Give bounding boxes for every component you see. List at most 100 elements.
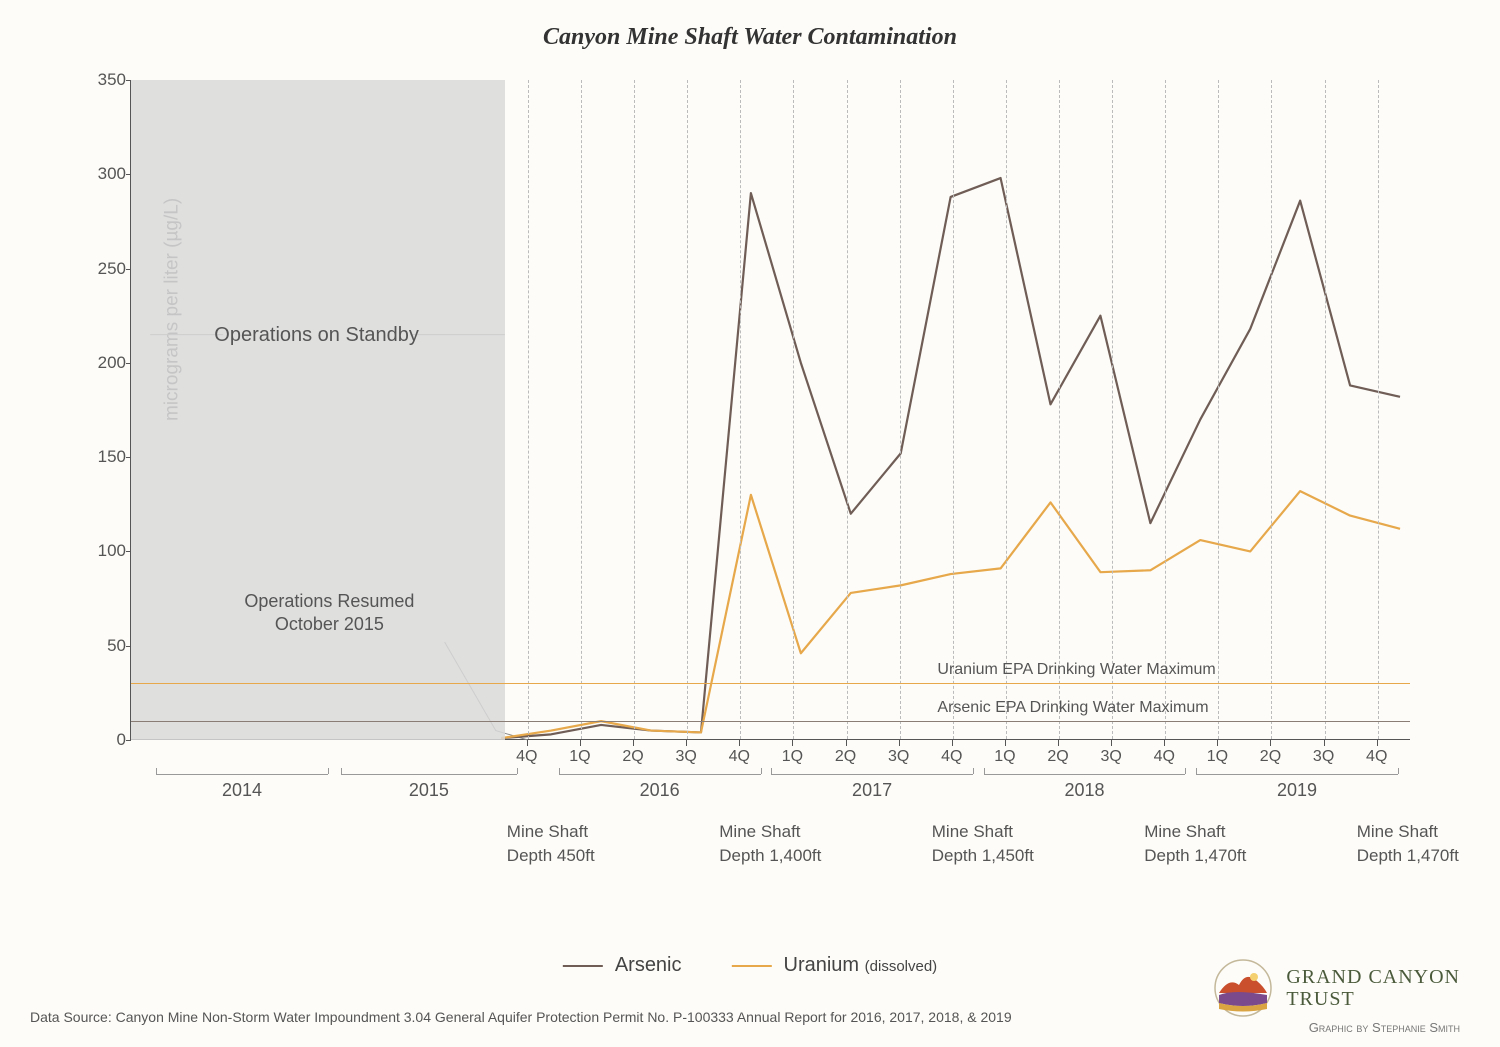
depth-label: Mine ShaftDepth 1,400ft [719,820,821,868]
depth-label: Mine ShaftDepth 1,450ft [932,820,1034,868]
year-bracket-end [517,768,518,774]
x-year-label: 2019 [1277,780,1317,801]
year-bracket [1196,774,1398,775]
plot-area: micrograms per liter (µg/L) 050100150200… [130,80,1410,740]
x-tick-mark [580,740,581,746]
year-bracket [559,774,761,775]
gridline-vertical [581,80,582,739]
depth-label: Mine ShaftDepth 1,470ft [1357,820,1459,868]
gridline-vertical [953,80,954,739]
x-quarter-label: 2Q [835,748,856,766]
gridline-vertical [793,80,794,739]
x-quarter-label: 1Q [994,748,1015,766]
gridline-vertical [1112,80,1113,739]
year-bracket [984,774,1186,775]
year-bracket [341,774,516,775]
year-bracket-end [559,768,560,774]
x-tick-mark [899,740,900,746]
x-year-label: 2016 [640,780,680,801]
y-tick-label: 200 [86,353,126,373]
year-bracket-end [1398,768,1399,774]
legend-swatch [732,965,772,967]
y-tick-label: 300 [86,164,126,184]
gridline-vertical [740,80,741,739]
gridline-vertical [1378,80,1379,739]
x-quarter-label: 3Q [1100,748,1121,766]
x-year-label: 2018 [1065,780,1105,801]
brand-line1: GRAND CANYON [1286,966,1460,988]
legend-label: Arsenic [615,954,682,977]
reference-line-uranium_max [131,683,1410,684]
brand-name: GRAND CANYON TRUST [1286,966,1460,1010]
x-tick-mark [1270,740,1271,746]
depth-label: Mine ShaftDepth 450ft [507,820,595,868]
year-bracket-end [1185,768,1186,774]
gridline-vertical [1218,80,1219,739]
legend-item-arsenic: Arsenic [563,954,682,977]
gridline-vertical [634,80,635,739]
year-bracket-end [973,768,974,774]
x-quarter-label: 3Q [675,748,696,766]
x-tick-mark [1377,740,1378,746]
year-bracket-end [328,768,329,774]
x-tick-mark [1164,740,1165,746]
x-year-label: 2015 [409,780,449,801]
x-tick-mark [1217,740,1218,746]
reference-label-arsenic_max: Arsenic EPA Drinking Water Maximum [937,699,1208,717]
y-tick-label: 250 [86,259,126,279]
gridline-vertical [900,80,901,739]
year-bracket-end [1196,768,1197,774]
y-tick-label: 50 [86,636,126,656]
y-tick-mark [126,740,131,741]
gridline-vertical [687,80,688,739]
x-tick-mark [846,740,847,746]
x-quarter-label: 2Q [1260,748,1281,766]
legend-label: Uranium (dissolved) [784,954,938,977]
year-bracket-end [341,768,342,774]
gridline-vertical [847,80,848,739]
x-quarter-label: 2Q [622,748,643,766]
year-bracket-end [771,768,772,774]
year-bracket-end [761,768,762,774]
x-tick-mark [1324,740,1325,746]
x-quarter-label: 4Q [729,748,750,766]
brand-credit: Graphic by Stephanie Smith [1309,1020,1460,1035]
x-tick-mark [527,740,528,746]
x-tick-mark [1005,740,1006,746]
gridline-vertical [1165,80,1166,739]
brand-logo-icon [1214,959,1272,1017]
brand-line2: TRUST [1286,988,1460,1010]
x-quarter-label: 1Q [782,748,803,766]
x-year-label: 2014 [222,780,262,801]
x-quarter-label: 4Q [941,748,962,766]
gridline-vertical [528,80,529,739]
gridline-vertical [1271,80,1272,739]
annotation-resumed: Operations ResumedOctober 2015 [244,590,414,635]
y-tick-label: 150 [86,447,126,467]
x-quarter-label: 4Q [1366,748,1387,766]
x-year-label: 2017 [852,780,892,801]
x-tick-mark [952,740,953,746]
legend: Arsenic Uranium (dissolved) [563,954,937,977]
depth-label: Mine ShaftDepth 1,470ft [1144,820,1246,868]
year-bracket [156,774,329,775]
chart-title: Canyon Mine Shaft Water Contamination [0,0,1500,51]
brand-block: GRAND CANYON TRUST [1214,959,1460,1017]
x-quarter-label: 2Q [1047,748,1068,766]
legend-item-uranium: Uranium (dissolved) [732,954,938,977]
year-bracket-end [984,768,985,774]
y-tick-label: 100 [86,541,126,561]
x-quarter-label: 3Q [1313,748,1334,766]
y-tick-label: 0 [86,730,126,750]
x-quarter-label: 1Q [1207,748,1228,766]
x-tick-mark [633,740,634,746]
chart-container: micrograms per liter (µg/L) 050100150200… [100,80,1410,810]
gridline-vertical [1006,80,1007,739]
reference-line-arsenic_max [131,721,1410,722]
x-quarter-label: 4Q [1154,748,1175,766]
y-tick-label: 350 [86,70,126,90]
x-quarter-label: 4Q [516,748,537,766]
year-bracket [771,774,973,775]
x-tick-mark [1058,740,1059,746]
x-tick-mark [1111,740,1112,746]
